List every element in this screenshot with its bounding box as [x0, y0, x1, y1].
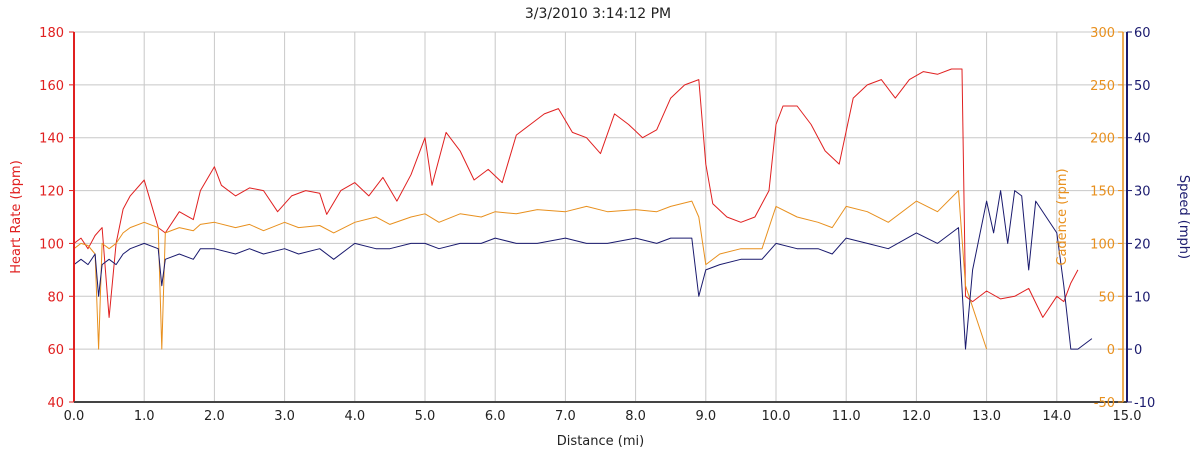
heart-rate-tick-label: 140: [39, 132, 64, 147]
series-line-cadence: [73, 190, 988, 350]
heart-rate-tick-label: 40: [47, 396, 64, 411]
speed-tick-label: 40: [1134, 132, 1151, 147]
x-axis-title: Distance (mi): [557, 434, 644, 449]
series-layer: [73, 68, 1093, 350]
speed-tick-label: 50: [1134, 79, 1151, 94]
x-tick-label: 4.0: [344, 409, 365, 424]
x-tick-label: 15.0: [1113, 409, 1142, 424]
x-tick-label: 11.0: [832, 409, 861, 424]
x-tick-label: 9.0: [695, 409, 716, 424]
x-tick-label: 1.0: [134, 409, 155, 424]
heart-rate-tick-label: 120: [39, 185, 64, 200]
cadence-tick-label: 150: [1090, 185, 1115, 200]
cadence-tick-label: 200: [1090, 132, 1115, 147]
heart-rate-tick-label: 160: [39, 79, 64, 94]
cadence-tick-label: -50: [1094, 396, 1115, 411]
speed-axis-title: Speed (mph): [1176, 175, 1191, 259]
speed-tick-label: -10: [1134, 396, 1155, 411]
cadence-tick-label: 0: [1107, 343, 1115, 358]
speed-tick-label: 10: [1134, 290, 1151, 305]
x-tick-label: 10.0: [762, 409, 791, 424]
series-line-speed: [73, 190, 1093, 350]
x-tick-label: 6.0: [485, 409, 506, 424]
cadence-tick-label: 250: [1090, 79, 1115, 94]
speed-tick-label: 0: [1134, 343, 1142, 358]
x-tick-label: 13.0: [972, 409, 1001, 424]
axes: 0.0 1.0 2.0 3.0 4.0 5.0 6.0 7.0 8.0 9.0 10.0 11.0 12…: [9, 26, 1191, 449]
x-tick-label: 14.0: [1042, 409, 1071, 424]
heart-rate-tick-label: 180: [39, 26, 64, 41]
cadence-tick-label: 300: [1090, 26, 1115, 41]
heart-rate-axis-title: Heart Rate (bpm): [9, 160, 24, 274]
chart-title: 3/3/2010 3:14:12 PM: [524, 6, 672, 22]
x-tick-label: 3.0: [274, 409, 295, 424]
series-line-heart-rate: [73, 68, 1079, 318]
speed-tick-label: 60: [1134, 26, 1151, 41]
speed-tick-label: 20: [1134, 237, 1151, 252]
speed-tick-label: 30: [1134, 185, 1151, 200]
x-tick-label: 8.0: [625, 409, 646, 424]
heart-rate-tick-label: 80: [47, 290, 64, 305]
x-tick-label: 5.0: [415, 409, 436, 424]
cadence-tick-label: 100: [1090, 237, 1115, 252]
x-tick-label: 2.0: [204, 409, 225, 424]
heart-rate-tick-label: 100: [39, 237, 64, 252]
cadence-tick-label: 50: [1098, 290, 1115, 305]
x-tick-label: 0.0: [64, 409, 85, 424]
x-tick-label: 12.0: [902, 409, 931, 424]
grid: [73, 31, 1128, 403]
x-tick-label: 7.0: [555, 409, 576, 424]
heart-rate-tick-label: 60: [47, 343, 64, 358]
cadence-axis-title: Cadence (rpm): [1055, 168, 1070, 265]
